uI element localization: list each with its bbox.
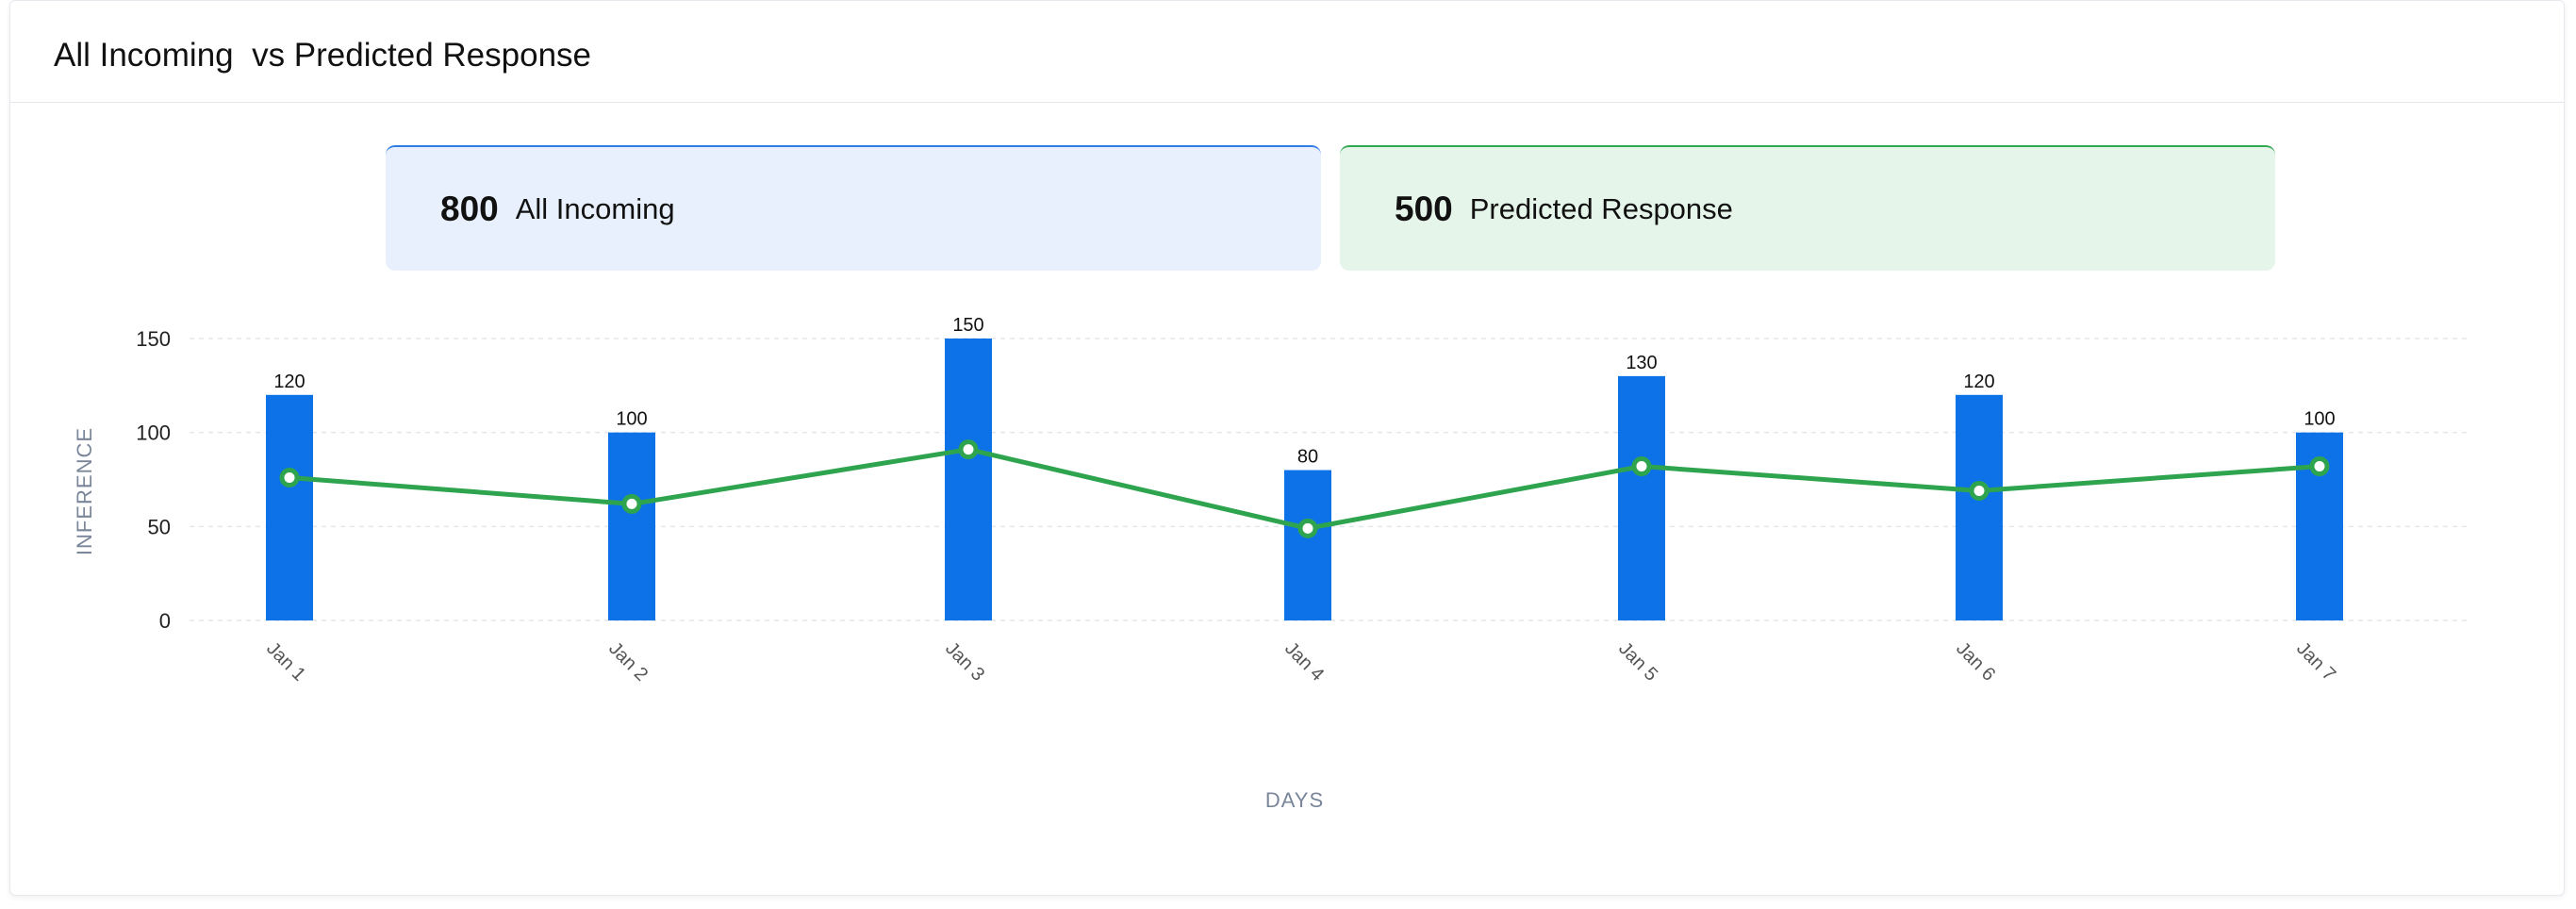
x-tick-label: Jan 5 — [1614, 638, 1661, 686]
y-tick-label: 150 — [136, 327, 171, 351]
x-tick-label: Jan 3 — [941, 638, 988, 686]
x-axis-title: DAYS — [1265, 788, 1324, 812]
bar-value-label: 80 — [1297, 447, 1318, 468]
line-point — [279, 468, 300, 488]
predicted-response-card: 500 Predicted Response — [1340, 145, 2275, 271]
line-point — [958, 439, 979, 460]
bar-value-label: 150 — [952, 315, 983, 336]
y-tick-label: 50 — [148, 515, 171, 538]
bar-value-label: 130 — [1626, 353, 1657, 373]
y-axis-title: INFERENCE — [73, 427, 96, 555]
bar-value-label: 120 — [1963, 372, 1994, 392]
x-tick-label: Jan 7 — [2292, 638, 2339, 686]
line-point — [1631, 456, 1652, 477]
panel-header: All Incoming vs Predicted Response — [10, 1, 2564, 103]
x-tick-label: Jan 4 — [1280, 638, 1328, 686]
bar — [608, 432, 655, 620]
bar — [1618, 375, 1665, 620]
chart-panel: All Incoming vs Predicted Response 800 A… — [9, 0, 2565, 896]
bar-value-label: 100 — [2304, 409, 2335, 430]
bar — [945, 339, 992, 620]
x-tick-label: Jan 2 — [604, 638, 652, 686]
line-series — [279, 439, 2330, 538]
predicted-response-value: 500 — [1395, 189, 1453, 228]
bar — [1956, 394, 2003, 620]
bar-value-label: 120 — [273, 372, 305, 392]
all-incoming-label: All Incoming — [515, 191, 675, 225]
line-point — [1297, 518, 1318, 538]
line-point — [2309, 456, 2330, 477]
predicted-response-label: Predicted Response — [1469, 191, 1733, 225]
grid-lines — [190, 338, 2469, 621]
y-tick-label: 100 — [136, 421, 171, 445]
line-point — [621, 493, 642, 514]
page-title: All Incoming vs Predicted Response — [54, 37, 591, 74]
bar — [266, 394, 313, 620]
bar — [1284, 470, 1331, 620]
y-tick-label: 0 — [159, 609, 171, 633]
x-axis-ticks: Jan 1 Jan 2 Jan 3 Jan 4 Jan 5 Jan 6 Jan 7 — [262, 638, 2339, 686]
line-point — [1969, 480, 1990, 501]
y-axis-ticks: 0 50 100 150 — [136, 327, 171, 633]
all-incoming-card: 800 All Incoming — [386, 145, 1321, 271]
all-incoming-value: 800 — [440, 189, 499, 228]
bar-value-labels: 120 100 150 80 130 120 100 — [273, 315, 2335, 468]
x-tick-label: Jan 6 — [1952, 638, 1999, 686]
bar-value-label: 100 — [616, 409, 647, 430]
bar-series — [266, 339, 2343, 620]
x-tick-label: Jan 1 — [262, 638, 309, 686]
